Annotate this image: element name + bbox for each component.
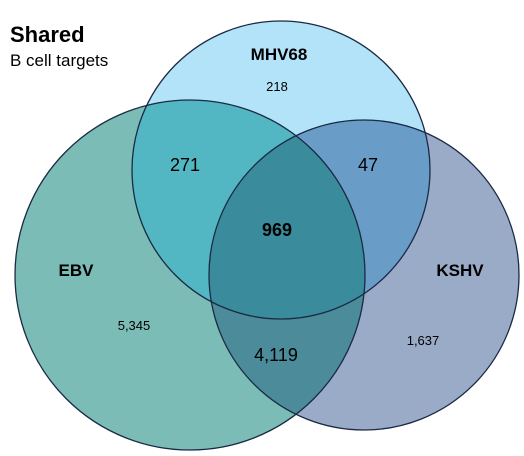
kshv-label: KSHV xyxy=(436,261,484,280)
mhv68-label: MHV68 xyxy=(251,45,308,64)
ebv-only-count: 5,345 xyxy=(118,318,151,333)
mhv68-kshv-count: 47 xyxy=(358,155,378,175)
circle-outlines xyxy=(14,20,520,451)
chart-heading: Shared B cell targets xyxy=(10,22,109,70)
mhv68-only-count: 218 xyxy=(266,79,288,94)
ebv-mhv68-count: 271 xyxy=(170,155,200,175)
ebv-kshv-count: 4,119 xyxy=(254,345,298,365)
triple-overlap xyxy=(209,120,365,319)
kshv-only-count: 1,637 xyxy=(407,333,440,348)
ebv-label: EBV xyxy=(59,261,95,280)
chart-title: Shared xyxy=(10,22,85,47)
all-three-count: 969 xyxy=(262,220,292,240)
chart-subtitle: B cell targets xyxy=(10,51,109,70)
